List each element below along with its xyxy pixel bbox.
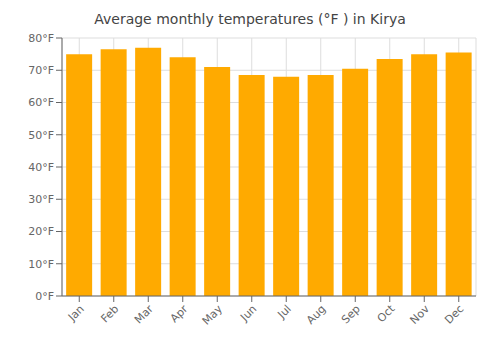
svg-text:70°F: 70°F: [28, 64, 54, 77]
svg-text:Aug: Aug: [304, 302, 328, 326]
svg-text:Dec: Dec: [442, 302, 466, 326]
svg-text:Jul: Jul: [275, 302, 294, 321]
svg-text:Nov: Nov: [408, 302, 433, 327]
svg-text:40°F: 40°F: [28, 161, 54, 174]
svg-text:60°F: 60°F: [28, 96, 54, 109]
svg-text:Mar: Mar: [132, 302, 156, 326]
svg-text:Feb: Feb: [98, 302, 121, 325]
svg-text:80°F: 80°F: [28, 32, 54, 45]
svg-text:10°F: 10°F: [28, 258, 54, 271]
svg-text:0°F: 0°F: [35, 290, 54, 303]
svg-text:Apr: Apr: [168, 302, 191, 325]
svg-text:30°F: 30°F: [28, 193, 54, 206]
html-text:Average monthly temperatures (: Average monthly temperatures (°F ) in Ki…: [94, 11, 406, 27]
svg-text:Jan: Jan: [65, 302, 87, 324]
svg-text:May: May: [200, 302, 226, 328]
svg-text:Oct: Oct: [375, 302, 398, 325]
svg-text:Sep: Sep: [339, 302, 363, 326]
svg-text:50°F: 50°F: [28, 129, 54, 142]
svg-text:Jun: Jun: [237, 302, 259, 324]
svg-text:20°F: 20°F: [28, 225, 54, 238]
